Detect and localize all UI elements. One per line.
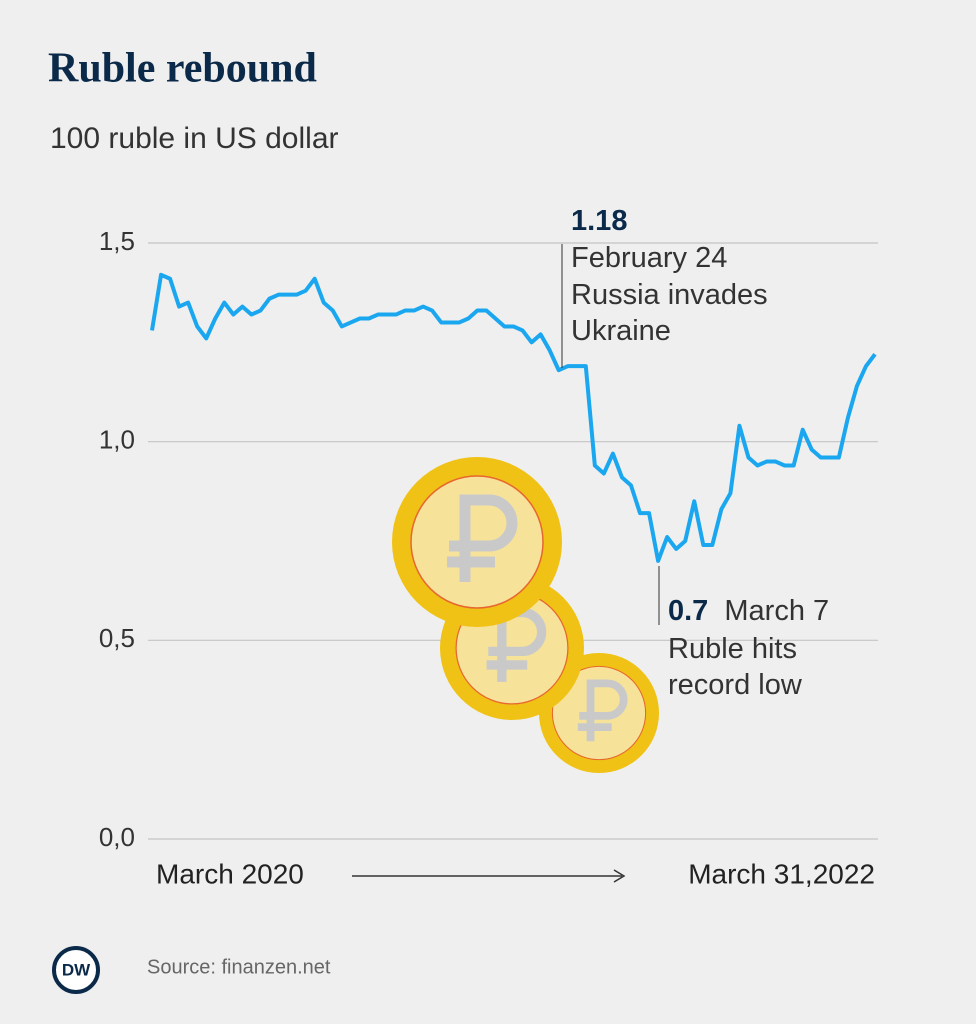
- annotation-text: February 24: [571, 242, 727, 274]
- annotation-text: record low: [668, 669, 803, 701]
- logo: DW: [62, 960, 91, 979]
- x-tick-label: March 2020: [156, 858, 304, 889]
- y-tick-label: 0,5: [99, 623, 135, 653]
- annotation-text: Ruble hits: [668, 633, 797, 665]
- y-tick-label: 0,0: [99, 822, 135, 852]
- y-tick-label: 1,0: [99, 425, 135, 455]
- annotation-value: 1.18: [571, 205, 627, 237]
- annotation-text: Russia invades: [571, 279, 768, 311]
- annotation-text: Ukraine: [571, 315, 671, 347]
- source: Source: finanzen.net: [147, 956, 331, 978]
- time-arrow-head: [613, 869, 626, 883]
- coin: [392, 457, 562, 627]
- annotation-value: 0.7: [668, 595, 708, 627]
- coins: [392, 457, 660, 774]
- logo-circle: [52, 946, 100, 994]
- annotation-text: March 7: [724, 595, 829, 627]
- chart-title: Ruble rebound: [48, 46, 317, 92]
- annotation: 1.18 February 24 Russia invades Ukraine: [571, 205, 776, 347]
- annotation: 0.7 March 7 Ruble hits record low: [668, 595, 837, 701]
- x-tick-label: March 31,2022: [688, 858, 875, 889]
- y-tick-label: 1,5: [99, 226, 135, 256]
- series-line: [150, 272, 877, 563]
- chart-subtitle: 100 ruble in US dollar: [50, 122, 339, 155]
